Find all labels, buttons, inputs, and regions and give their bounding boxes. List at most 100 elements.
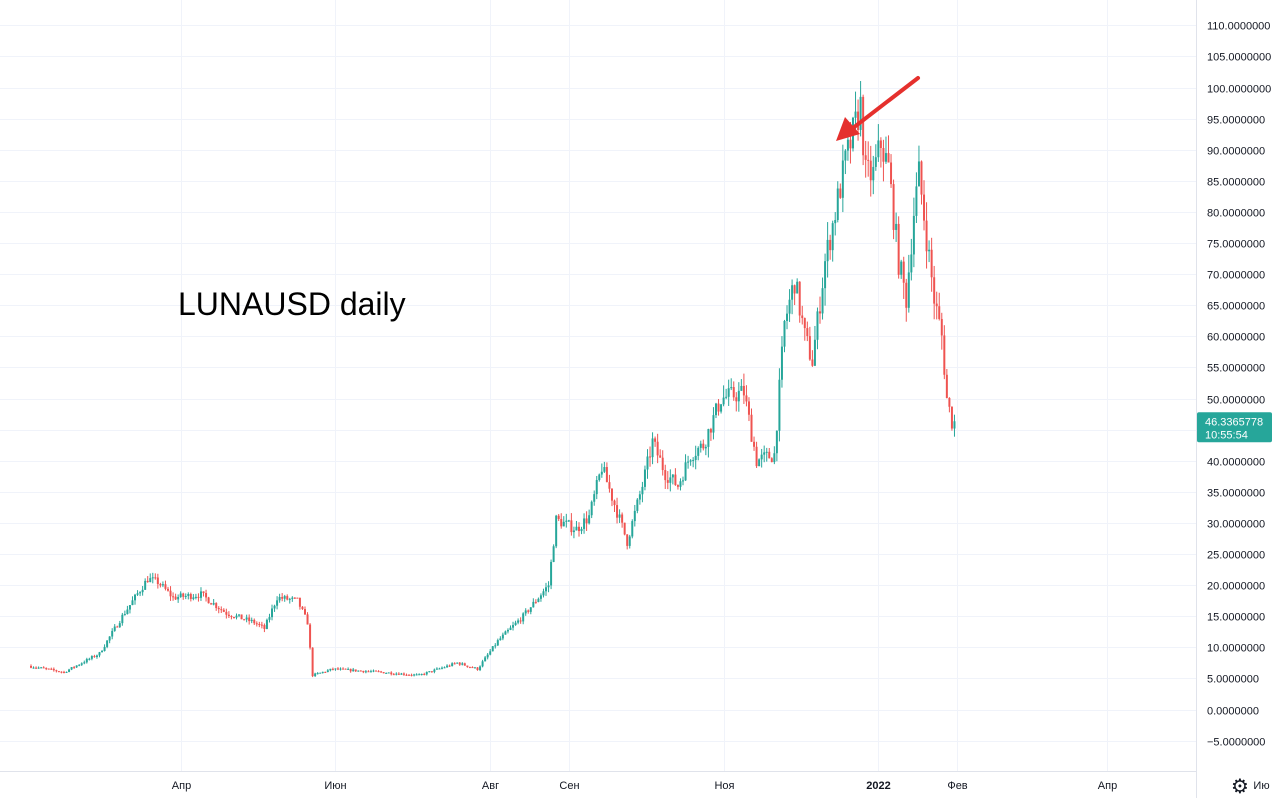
candle bbox=[344, 668, 347, 670]
candle bbox=[841, 144, 844, 213]
candle bbox=[676, 484, 679, 490]
candle bbox=[126, 605, 129, 615]
candle bbox=[649, 446, 652, 467]
candle bbox=[50, 667, 53, 670]
candle bbox=[283, 594, 286, 602]
time-axis[interactable]: Апр Июн Авг Сен Ноя 2022 Фев Апр Ию bbox=[172, 780, 1270, 792]
candle bbox=[923, 180, 926, 231]
y-tick-label: 5.0000000 bbox=[1207, 674, 1259, 686]
candle bbox=[750, 408, 753, 442]
y-tick-label: 60.0000000 bbox=[1207, 332, 1265, 344]
candle bbox=[435, 667, 438, 670]
candle bbox=[874, 144, 877, 171]
candle bbox=[268, 613, 271, 623]
y-tick-label: 105.0000000 bbox=[1207, 52, 1271, 64]
candle bbox=[263, 623, 266, 633]
candle bbox=[375, 670, 378, 672]
candle bbox=[872, 155, 875, 195]
candle bbox=[359, 670, 362, 672]
candle bbox=[199, 587, 202, 601]
candle bbox=[907, 254, 910, 313]
x-tick-label: Авг bbox=[482, 780, 499, 792]
candle bbox=[938, 292, 941, 321]
candle bbox=[408, 674, 411, 676]
candle bbox=[714, 402, 717, 419]
candle bbox=[829, 234, 832, 260]
candle bbox=[461, 662, 464, 666]
candle bbox=[392, 673, 395, 676]
candle bbox=[210, 602, 213, 605]
candle bbox=[679, 478, 682, 491]
candle bbox=[720, 403, 723, 414]
candle bbox=[377, 670, 380, 673]
y-tick-label: 10.0000000 bbox=[1207, 643, 1265, 655]
candle bbox=[93, 654, 96, 658]
y-tick-label: 40.0000000 bbox=[1207, 457, 1265, 469]
candle bbox=[352, 667, 355, 672]
candle bbox=[134, 593, 137, 605]
candle bbox=[52, 667, 55, 672]
x-tick-label: Ию bbox=[1253, 780, 1269, 792]
candle bbox=[694, 445, 697, 470]
candle bbox=[770, 457, 773, 463]
candle bbox=[555, 514, 558, 549]
candle bbox=[831, 220, 834, 262]
candle bbox=[786, 305, 789, 330]
last-price-tag: 46.3365778 10:55:54 bbox=[1197, 412, 1272, 443]
candle bbox=[575, 520, 578, 531]
candle bbox=[917, 145, 920, 187]
candle bbox=[466, 665, 469, 668]
candle bbox=[453, 662, 456, 665]
candle bbox=[654, 436, 657, 447]
candle bbox=[775, 430, 778, 462]
x-tick-label: Фев bbox=[947, 780, 967, 792]
y-tick-label: 30.0000000 bbox=[1207, 519, 1265, 531]
candle bbox=[552, 544, 555, 563]
candle bbox=[879, 137, 882, 168]
candle bbox=[212, 599, 215, 606]
candle bbox=[423, 672, 426, 676]
candle bbox=[253, 618, 256, 626]
candle bbox=[141, 585, 144, 596]
candle bbox=[491, 646, 494, 652]
candle bbox=[121, 612, 124, 626]
candle bbox=[458, 662, 461, 666]
candle bbox=[509, 625, 512, 631]
candle bbox=[235, 613, 238, 620]
y-tick-label: 20.0000000 bbox=[1207, 581, 1265, 593]
candle bbox=[930, 237, 933, 292]
candle bbox=[504, 630, 507, 635]
candle bbox=[595, 475, 598, 500]
candle bbox=[892, 179, 895, 240]
candle bbox=[727, 379, 730, 406]
candle bbox=[928, 240, 931, 263]
y-tick-label: 65.0000000 bbox=[1207, 301, 1265, 313]
candle bbox=[430, 671, 433, 673]
chart-annotation: LUNAUSD daily bbox=[178, 286, 406, 322]
candle bbox=[501, 632, 504, 641]
candle bbox=[324, 671, 327, 673]
candle bbox=[334, 668, 337, 671]
candle bbox=[895, 212, 898, 242]
gear-icon[interactable]: ⚙ bbox=[1231, 774, 1249, 798]
candle bbox=[788, 289, 791, 322]
candle bbox=[202, 591, 205, 597]
candle bbox=[834, 212, 837, 236]
candle bbox=[258, 621, 261, 628]
candle bbox=[598, 473, 601, 482]
candle bbox=[539, 593, 542, 602]
candle bbox=[385, 672, 388, 674]
candle bbox=[651, 432, 654, 465]
y-tick-label: −5.0000000 bbox=[1207, 737, 1265, 749]
candle bbox=[484, 655, 487, 662]
candle bbox=[806, 321, 809, 342]
candle bbox=[217, 606, 220, 614]
candle bbox=[948, 397, 951, 413]
red-arrow-icon bbox=[836, 76, 920, 141]
candle bbox=[618, 509, 621, 523]
candle bbox=[321, 671, 324, 674]
candle bbox=[271, 604, 274, 621]
candle bbox=[725, 388, 728, 400]
price-axis[interactable]: 110.0000000 105.0000000 100.0000000 95.0000… bbox=[1207, 21, 1271, 749]
